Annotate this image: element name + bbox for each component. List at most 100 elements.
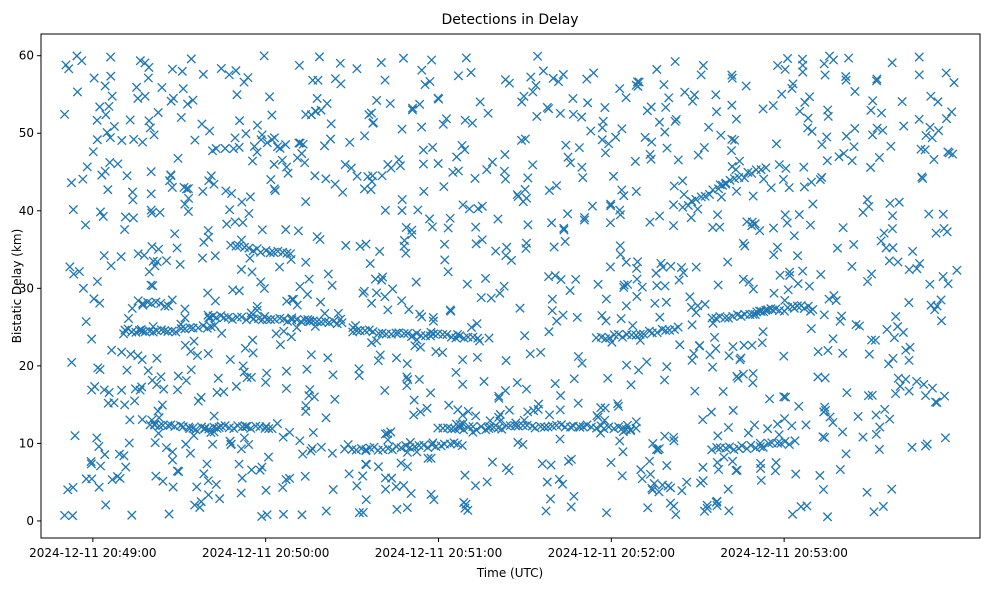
data-point [815,470,825,481]
data-point [306,350,316,360]
data-point [930,305,940,315]
data-point [159,384,169,394]
data-point [262,138,272,148]
data-point [924,209,934,219]
data-point [707,362,718,372]
data-point [817,172,827,183]
data-point [466,322,477,333]
data-point [884,414,895,424]
data-point [853,411,863,422]
data-point [797,266,808,276]
data-point [839,148,849,159]
data-point [143,366,153,376]
data-point [565,158,576,168]
data-point [354,508,365,518]
data-point [899,121,909,131]
data-point [690,386,700,396]
data-point [548,73,558,83]
data-point [922,439,932,449]
data-point [397,194,407,205]
data-point [219,312,229,323]
data-point [341,240,351,251]
data-point [125,115,135,125]
data-point [784,267,795,277]
data-point [933,97,943,107]
data-point [295,138,305,148]
data-point [795,106,805,116]
data-point [244,243,254,253]
data-point [337,318,347,328]
data-point [783,285,793,295]
data-point [780,392,791,402]
data-point [68,482,78,493]
data-point [949,77,959,88]
data-point [925,279,935,289]
data-point [59,510,70,521]
data-point [196,422,207,432]
data-point [274,262,285,272]
data-point [396,296,407,306]
data-point [662,362,672,372]
data-point [888,243,898,253]
data-point [598,116,608,126]
data-point [806,323,816,334]
data-point [352,481,362,491]
data-point [780,64,790,75]
data-point [309,392,319,402]
data-point [190,500,200,510]
data-point [871,76,882,86]
data-point [864,201,874,212]
data-point [298,449,308,459]
data-point [473,204,483,214]
data-point [231,381,242,392]
data-point [191,425,201,435]
data-point [521,238,532,248]
data-point [559,223,569,233]
data-point [712,457,723,468]
data-point [429,495,439,505]
data-point [741,81,751,91]
data-point [407,103,418,113]
data-point [591,423,602,433]
data-point [728,405,738,416]
data-point [367,171,378,181]
data-point [80,220,91,230]
data-point [89,73,99,83]
data-point [818,432,828,442]
data-point [939,391,950,401]
data-point [819,59,829,69]
data-point [366,338,377,348]
data-point [106,345,117,355]
data-point [748,368,758,379]
data-point [803,123,813,133]
data-point [260,423,270,434]
data-point [828,55,839,65]
data-point [327,448,338,458]
x-tick-label: 2024-12-11 20:53:00 [720,546,847,560]
data-point [828,417,838,428]
data-point [632,257,643,267]
data-point [72,51,82,61]
data-point [619,191,629,201]
data-point [283,168,293,178]
data-point [133,249,143,259]
data-point [554,474,564,484]
data-point [402,447,413,458]
data-point [105,52,116,62]
data-point [231,66,241,76]
data-point [671,509,681,520]
data-point [428,329,439,339]
data-point [321,174,331,184]
data-point [691,262,701,272]
data-point [668,220,679,231]
data-point [240,343,251,353]
data-point [267,423,277,434]
data-point [203,288,213,298]
data-point [678,268,689,278]
data-point [780,210,790,220]
data-point [476,292,486,303]
data-point [380,473,391,483]
data-point [160,301,170,311]
data-point [321,506,331,516]
data-point [485,422,495,432]
